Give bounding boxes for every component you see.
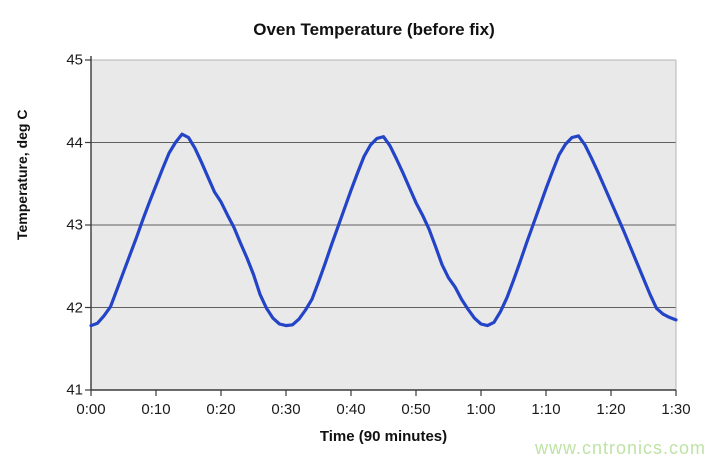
temperature-series-line [89, 132, 678, 328]
watermark-text: www.cntronics.com [534, 438, 706, 458]
y-tick-label-44: 44 [66, 134, 83, 151]
x-tick-label-1:10: 1:10 [531, 401, 561, 418]
x-tick-label-0:20: 0:20 [206, 401, 236, 418]
x-tick-label-1:20: 1:20 [596, 401, 626, 418]
x-tick-label-1:30: 1:30 [661, 401, 691, 418]
y-tick-label-42: 42 [66, 299, 83, 316]
x-tick-label-0:00: 0:00 [76, 401, 106, 418]
x-tick-label-0:10: 0:10 [141, 401, 171, 418]
y-tick-label-43: 43 [66, 216, 83, 234]
chart-title: Oven Temperature (before fix) [253, 20, 495, 39]
x-tick-label-0:40: 0:40 [336, 401, 366, 418]
x-tick-label-0:50: 0:50 [401, 401, 431, 418]
x-tick-label-0:30: 0:30 [271, 401, 301, 418]
y-tick-label-41: 41 [66, 381, 83, 399]
x-tick-label-1:00: 1:00 [466, 401, 496, 418]
y-tick-label-45: 45 [66, 51, 83, 69]
x-axis-title: Time (90 minutes) [319, 428, 448, 445]
